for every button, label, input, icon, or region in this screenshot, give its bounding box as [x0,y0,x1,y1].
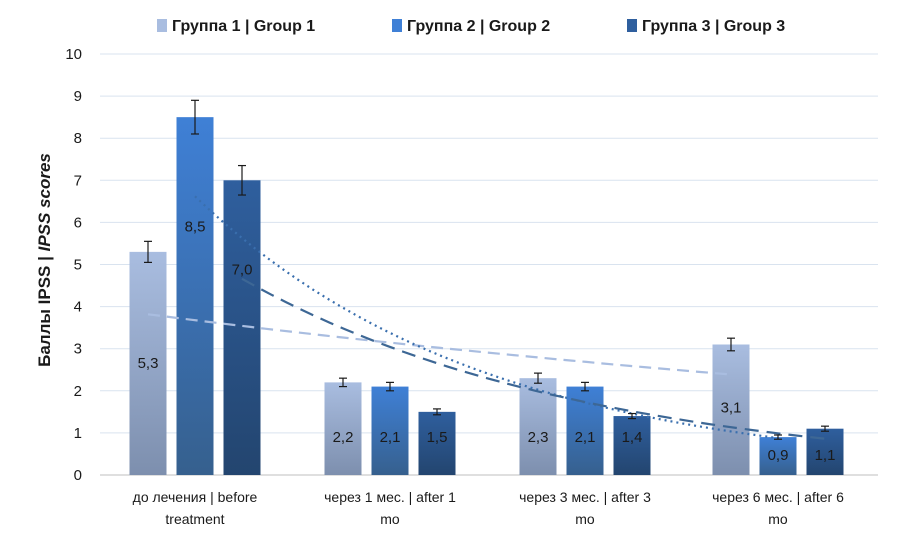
y-tick-label: 1 [74,425,82,442]
y-axis-label-main: Баллы IPSS | [35,251,54,366]
y-tick-label: 6 [74,214,82,231]
trendline [194,195,779,440]
data-label: 1,1 [815,447,836,464]
y-tick-label: 10 [65,46,82,63]
legend-swatch [157,19,167,32]
data-labels: 5,3 2,2 2,3 3,1 8,5 2,1 2,1 0,9 7,0 1,5 1,4 1,1 [138,219,836,464]
data-label: 3,1 [721,399,742,416]
error-bars [144,99,829,440]
bar [759,437,797,475]
y-tick-label: 8 [74,130,82,147]
category-label: mo [380,511,400,527]
category-label: mo [575,511,595,527]
data-label: 8,5 [185,219,206,236]
category-label: через 6 мес. | after 6 [712,489,844,505]
y-tick-label: 7 [74,172,82,189]
y-tick-label: 5 [74,257,82,274]
data-label: 2,3 [528,429,549,446]
category-label: до лечения | before [133,489,258,505]
data-label: 0,9 [768,447,789,464]
bar [613,416,651,475]
legend-label: Группа 3 | Group 3 [642,18,785,35]
y-axis: 0 1 2 3 4 5 6 7 8 9 10 [65,46,82,484]
data-label: 5,3 [138,355,159,372]
trendline [241,277,826,440]
x-axis: до лечения | before treatment через 1 мес.… [133,489,844,527]
data-label: 2,1 [380,429,401,446]
data-label: 1,4 [622,429,643,446]
legend: Группа 1 | Group 1 Группа 2 | Group 2 Груп… [157,18,785,35]
legend-label: Группа 1 | Group 1 [172,18,315,35]
bar [371,386,409,475]
y-axis-label: Баллы IPSS | IPSS scores [35,153,54,367]
bar [129,251,167,475]
category-label: treatment [165,511,224,527]
y-tick-label: 3 [74,341,82,358]
legend-swatch [392,19,402,32]
category-label: через 1 мес. | after 1 [324,489,456,505]
y-tick-label: 2 [74,383,82,400]
bars [129,117,844,476]
trendline [147,313,732,376]
category-label: через 3 мес. | after 3 [519,489,651,505]
bar [712,344,750,475]
y-tick-label: 9 [74,88,82,105]
bar [223,180,261,476]
trendlines [147,195,826,440]
legend-swatch [627,19,637,32]
bar [519,378,557,475]
legend-label: Группа 2 | Group 2 [407,18,550,35]
category-label: mo [768,511,788,527]
y-axis-label-italic: IPSS scores [35,153,54,251]
y-tick-label: 4 [74,299,82,316]
bar [418,411,456,475]
y-tick-label: 0 [74,467,82,484]
data-label: 1,5 [427,429,448,446]
data-label: 7,0 [232,262,253,279]
data-label: 2,1 [575,429,596,446]
bar [324,382,362,475]
gridlines [100,53,878,476]
data-label: 2,2 [333,429,354,446]
bar [176,117,214,476]
